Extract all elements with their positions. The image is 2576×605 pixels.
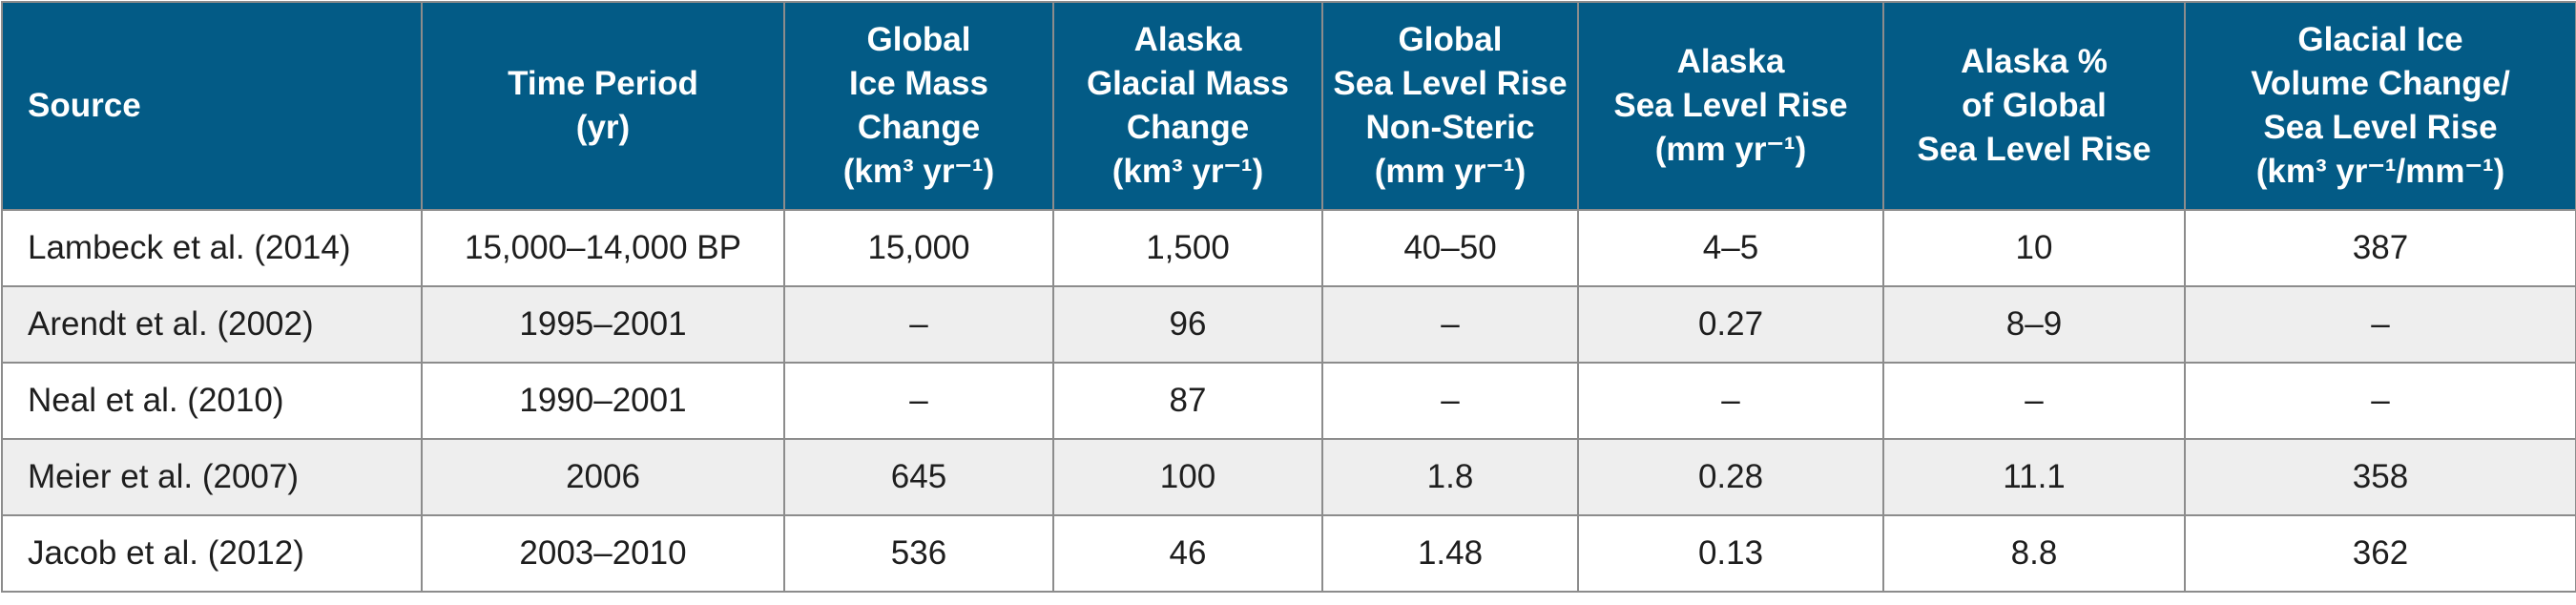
- header-alaska-sea-level-rise: Alaska Sea Level Rise (mm yr⁻¹): [1577, 1, 1884, 211]
- header-line: Sea Level Rise: [2263, 109, 2498, 146]
- header-line: (mm yr⁻¹): [1654, 131, 1807, 168]
- header-line: (km³ yr⁻¹): [1111, 153, 1264, 190]
- cell-global-sea-level-rise: 40–50: [1321, 209, 1579, 287]
- header-line: Volume Change/: [2251, 65, 2510, 102]
- cell-alaska-percent: 8.8: [1882, 514, 2186, 593]
- header-line: of Global: [1962, 87, 2107, 124]
- cell-alaska-glacial-mass-change: 96: [1052, 285, 1323, 364]
- header-global-ice-mass-change: Global Ice Mass Change (km³ yr⁻¹): [783, 1, 1054, 211]
- cell-time-period: 1995–2001: [421, 285, 785, 364]
- cell-global-sea-level-rise: 1.8: [1321, 438, 1579, 516]
- cell-time-period: 15,000–14,000 BP: [421, 209, 785, 287]
- header-line: Sea Level Rise: [1613, 87, 1848, 124]
- cell-source: Meier et al. (2007): [1, 438, 423, 516]
- cell-alaska-percent: 10: [1882, 209, 2186, 287]
- header-line: Alaska: [1676, 43, 1785, 80]
- header-time-period: Time Period (yr): [421, 1, 785, 211]
- cell-global-ice-mass-change: –: [783, 362, 1054, 440]
- cell-volume-change-ratio: –: [2184, 285, 2576, 364]
- cell-alaska-sea-level-rise: 0.13: [1577, 514, 1884, 593]
- cell-volume-change-ratio: –: [2184, 362, 2576, 440]
- table-row: Arendt et al. (2002) 1995–2001 – 96 – 0.…: [1, 285, 2576, 364]
- header-line: Sea Level Rise: [1333, 65, 1568, 102]
- cell-global-ice-mass-change: 536: [783, 514, 1054, 593]
- header-line: Alaska: [1133, 21, 1242, 58]
- header-line: (km³ yr⁻¹): [842, 153, 995, 190]
- table-header: Source Time Period (yr) Global Ice Mass …: [1, 1, 2576, 211]
- cell-alaska-glacial-mass-change: 1,500: [1052, 209, 1323, 287]
- cell-volume-change-ratio: 387: [2184, 209, 2576, 287]
- cell-global-sea-level-rise: 1.48: [1321, 514, 1579, 593]
- cell-time-period: 2006: [421, 438, 785, 516]
- cell-alaska-sea-level-rise: 4–5: [1577, 209, 1884, 287]
- cell-alaska-percent: –: [1882, 362, 2186, 440]
- cell-source: Neal et al. (2010): [1, 362, 423, 440]
- cell-global-ice-mass-change: –: [783, 285, 1054, 364]
- cell-alaska-sea-level-rise: 0.27: [1577, 285, 1884, 364]
- header-line: (yr): [575, 109, 631, 146]
- header-line: Sea Level Rise: [1917, 131, 2151, 168]
- header-line: Ice Mass: [849, 65, 988, 102]
- cell-alaska-glacial-mass-change: 100: [1052, 438, 1323, 516]
- header-line: Change: [857, 109, 981, 146]
- cell-time-period: 2003–2010: [421, 514, 785, 593]
- cell-alaska-percent: 11.1: [1882, 438, 2186, 516]
- data-table: Source Time Period (yr) Global Ice Mass …: [1, 1, 2576, 593]
- header-row: Source Time Period (yr) Global Ice Mass …: [1, 1, 2576, 211]
- cell-source: Jacob et al. (2012): [1, 514, 423, 593]
- header-line: Alaska %: [1961, 43, 2108, 80]
- cell-alaska-sea-level-rise: –: [1577, 362, 1884, 440]
- table-body: Lambeck et al. (2014) 15,000–14,000 BP 1…: [1, 209, 2576, 593]
- header-glacial-ice-volume-change-ratio: Glacial Ice Volume Change/ Sea Level Ris…: [2184, 1, 2576, 211]
- cell-alaska-glacial-mass-change: 46: [1052, 514, 1323, 593]
- header-line: (km³ yr⁻¹/mm⁻¹): [2255, 153, 2505, 190]
- cell-volume-change-ratio: 358: [2184, 438, 2576, 516]
- header-global-sea-level-rise: Global Sea Level Rise Non-Steric (mm yr⁻…: [1321, 1, 1579, 211]
- cell-source: Arendt et al. (2002): [1, 285, 423, 364]
- cell-global-ice-mass-change: 15,000: [783, 209, 1054, 287]
- cell-alaska-sea-level-rise: 0.28: [1577, 438, 1884, 516]
- table-row: Lambeck et al. (2014) 15,000–14,000 BP 1…: [1, 209, 2576, 287]
- cell-global-sea-level-rise: –: [1321, 362, 1579, 440]
- cell-alaska-glacial-mass-change: 87: [1052, 362, 1323, 440]
- header-source: Source: [1, 1, 423, 211]
- header-line: Non-Steric: [1365, 109, 1535, 146]
- header-line: (mm yr⁻¹): [1374, 153, 1527, 190]
- header-line: Time Period: [508, 65, 698, 102]
- cell-volume-change-ratio: 362: [2184, 514, 2576, 593]
- table-row: Meier et al. (2007) 2006 645 100 1.8 0.2…: [1, 438, 2576, 516]
- header-line: Global: [1398, 21, 1503, 58]
- header-line: Source: [28, 87, 141, 124]
- header-line: Change: [1126, 109, 1250, 146]
- header-alaska-glacial-mass-change: Alaska Glacial Mass Change (km³ yr⁻¹): [1052, 1, 1323, 211]
- header-alaska-percent-of-global: Alaska % of Global Sea Level Rise: [1882, 1, 2186, 211]
- header-line: Glacial Mass: [1086, 65, 1290, 102]
- header-line: Glacial Ice: [2297, 21, 2463, 58]
- cell-time-period: 1990–2001: [421, 362, 785, 440]
- header-line: Global: [866, 21, 971, 58]
- table-row: Jacob et al. (2012) 2003–2010 536 46 1.4…: [1, 514, 2576, 593]
- cell-global-ice-mass-change: 645: [783, 438, 1054, 516]
- table-row: Neal et al. (2010) 1990–2001 – 87 – – – …: [1, 362, 2576, 440]
- cell-global-sea-level-rise: –: [1321, 285, 1579, 364]
- cell-alaska-percent: 8–9: [1882, 285, 2186, 364]
- cell-source: Lambeck et al. (2014): [1, 209, 423, 287]
